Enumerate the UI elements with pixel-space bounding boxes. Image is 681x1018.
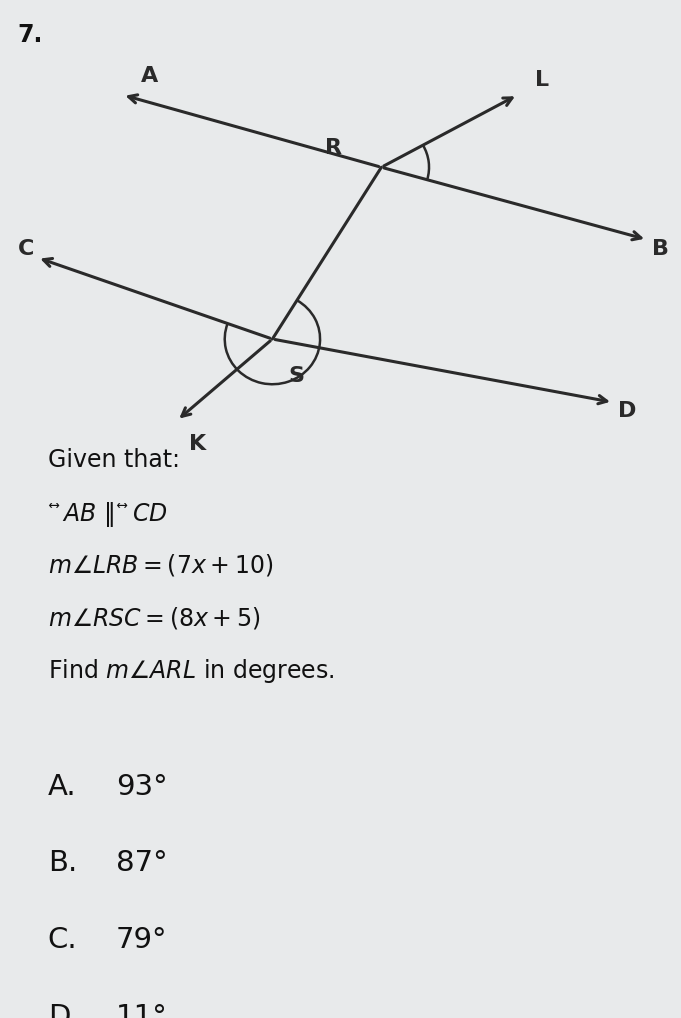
Text: $m\angle RSC = (8x + 5)$: $m\angle RSC = (8x + 5)$ [48, 605, 260, 631]
Text: B.: B. [48, 849, 77, 878]
Text: 87°: 87° [116, 849, 168, 878]
Text: S: S [288, 366, 304, 386]
Text: D.: D. [48, 1003, 80, 1018]
Text: A: A [141, 66, 159, 86]
Text: R: R [326, 138, 342, 158]
Text: Given that:: Given that: [48, 448, 180, 471]
Text: K: K [189, 434, 206, 454]
Text: $\overleftrightarrow{AB}\ \|\ \overleftrightarrow{CD}$: $\overleftrightarrow{AB}\ \|\ \overleftr… [48, 500, 168, 529]
Text: C: C [18, 238, 34, 259]
Text: A.: A. [48, 773, 76, 800]
Text: 79°: 79° [116, 926, 168, 954]
Text: B: B [652, 238, 669, 259]
Text: 93°: 93° [116, 773, 168, 800]
Text: 7.: 7. [17, 22, 42, 47]
Text: L: L [535, 70, 549, 91]
Text: C.: C. [48, 926, 78, 954]
Text: 11°: 11° [116, 1003, 168, 1018]
Text: D: D [618, 401, 637, 421]
Text: $m\angle LRB = (7x + 10)$: $m\angle LRB = (7x + 10)$ [48, 553, 273, 578]
Text: Find $m\angle ARL$ in degrees.: Find $m\angle ARL$ in degrees. [48, 658, 334, 685]
